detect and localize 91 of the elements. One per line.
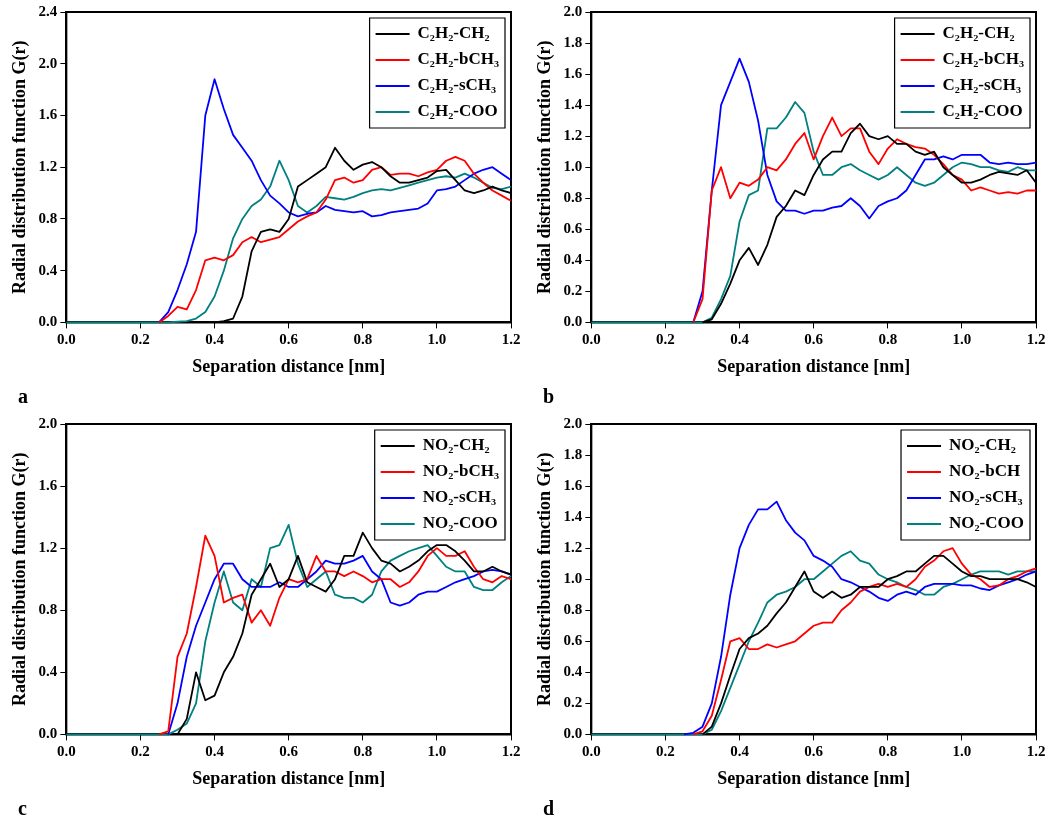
legend-label: NO₂-bCH₃: [422, 461, 499, 481]
text: b: [543, 385, 555, 408]
y-tick-label: 0.4: [38, 663, 58, 680]
x-tick-label: 0.8: [353, 743, 373, 760]
legend-label: NO₂-sCH₃: [949, 487, 1023, 507]
y-tick-label: 2.0: [563, 2, 583, 19]
x-tick-label: 0.4: [205, 331, 225, 348]
y-tick-label: 1.6: [563, 64, 583, 81]
y-tick-label: 1.4: [563, 96, 583, 112]
x-tick-label: 1.0: [952, 331, 972, 348]
x-axis-title: Separation distance [nm]: [192, 767, 386, 788]
y-tick-label: 1.2: [38, 539, 58, 556]
y-tick-label: 1.2: [563, 127, 583, 144]
y-tick-label: 0.4: [563, 663, 583, 680]
x-tick-label: 0.4: [730, 331, 750, 348]
y-tick-label: 0.0: [563, 725, 583, 742]
y-tick-label: 0.4: [563, 251, 583, 268]
y-tick-label: 0.0: [563, 313, 583, 330]
x-tick-label: 0.4: [205, 743, 225, 760]
legend-label: C₂H₂-CH₂: [417, 23, 490, 43]
x-tick-label: 0.0: [581, 331, 601, 348]
y-tick-label: 1.6: [38, 476, 58, 493]
legend-label: C₂H₂-sCH₃: [417, 75, 497, 95]
y-tick-label: 1.0: [563, 158, 583, 175]
x-tick-label: 1.2: [1026, 743, 1046, 760]
y-tick-label: 1.6: [563, 476, 583, 493]
y-tick-label: 0.0: [38, 725, 58, 742]
x-tick-label: 1.0: [427, 331, 447, 348]
x-tick-label: 0.6: [279, 743, 299, 760]
y-axis-title: Radial distribution function G(r): [9, 40, 31, 294]
x-tick-label: 0.2: [131, 331, 150, 348]
x-tick-label: 0.2: [656, 331, 675, 348]
legend-label: C₂H₂-bCH₃: [942, 49, 1024, 69]
x-axis-title: Separation distance [nm]: [717, 767, 911, 788]
y-tick-label: 1.6: [38, 106, 58, 123]
y-tick-label: 0.8: [563, 601, 583, 618]
y-tick-label: 1.2: [38, 158, 58, 175]
legend-label: NO₂-COO: [949, 513, 1024, 533]
text: c: [18, 797, 27, 820]
y-tick-label: 1.8: [563, 445, 583, 462]
y-tick-label: 0.8: [563, 189, 583, 206]
x-tick-label: 0.0: [56, 743, 76, 760]
x-tick-label: 0.2: [131, 743, 150, 760]
y-tick-label: 1.4: [563, 507, 583, 524]
x-tick-label: 1.0: [427, 743, 447, 760]
x-tick-label: 0.8: [878, 743, 898, 760]
y-tick-label: 1.0: [563, 570, 583, 587]
y-tick-label: 2.0: [563, 414, 583, 431]
y-tick-label: 0.2: [563, 694, 583, 711]
legend-label: NO₂-bCH: [949, 461, 1021, 481]
x-tick-label: 1.2: [1026, 331, 1046, 348]
text: d: [543, 797, 555, 820]
y-tick-label: 2.0: [38, 414, 58, 431]
x-tick-label: 0.6: [804, 331, 824, 348]
x-tick-label: 0.6: [279, 331, 299, 348]
x-tick-label: 0.0: [581, 743, 601, 760]
legend-label: NO₂-COO: [422, 513, 498, 533]
legend-label: C₂H₂-sCH₃: [942, 75, 1022, 95]
y-axis-title: Radial distribution function G(r): [534, 452, 556, 706]
x-tick-label: 1.2: [501, 743, 521, 760]
legend-label: C₂H₂-COO: [942, 101, 1023, 121]
legend-label: C₂H₂-bCH₃: [417, 49, 499, 69]
y-tick-label: 0.4: [38, 261, 58, 278]
x-tick-label: 0.4: [730, 743, 750, 760]
legend-label: NO₂-CH₂: [949, 435, 1016, 455]
y-axis-title: Radial distribution function G(r): [534, 40, 556, 294]
y-tick-label: 0.6: [563, 632, 583, 649]
text: a: [18, 385, 28, 408]
x-tick-label: 0.2: [656, 743, 675, 760]
legend-label: NO₂-sCH₃: [422, 487, 497, 507]
y-axis-title: Radial distribution function G(r): [9, 452, 31, 706]
x-axis-title: Separation distance [nm]: [717, 355, 911, 376]
x-tick-label: 0.8: [353, 331, 373, 348]
legend-label: NO₂-CH₂: [422, 435, 490, 455]
x-tick-label: 1.2: [501, 331, 521, 348]
y-tick-label: 2.4: [38, 2, 58, 19]
y-tick-label: 0.2: [563, 282, 583, 299]
legend-label: C₂H₂-COO: [417, 101, 498, 121]
x-tick-label: 1.0: [952, 743, 972, 760]
y-tick-label: 1.8: [563, 33, 583, 50]
x-tick-label: 0.6: [804, 743, 824, 760]
x-axis-title: Separation distance [nm]: [192, 355, 386, 376]
y-tick-label: 0.8: [38, 601, 58, 618]
y-tick-label: 1.2: [563, 539, 583, 556]
y-tick-label: 0.6: [563, 220, 583, 237]
y-tick-label: 0.8: [38, 209, 58, 226]
y-tick-label: 0.0: [38, 313, 58, 330]
x-tick-label: 0.8: [878, 331, 898, 348]
x-tick-label: 0.0: [56, 331, 76, 348]
legend-label: C₂H₂-CH₂: [942, 23, 1015, 43]
y-tick-label: 2.0: [38, 54, 58, 71]
